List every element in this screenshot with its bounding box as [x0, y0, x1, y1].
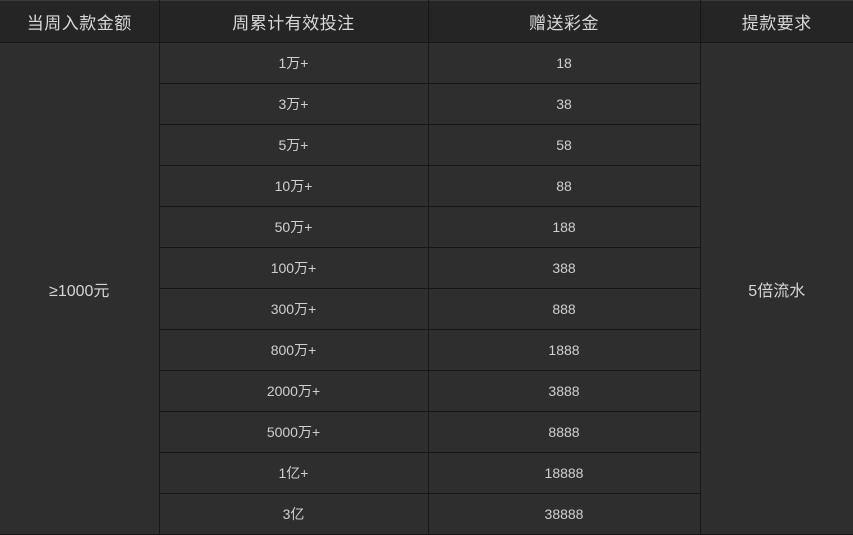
withdrawal-requirement-cell: 5倍流水	[700, 42, 853, 535]
bonus-amount-cell: 88	[428, 165, 701, 207]
column-header-weekly-valid-bet: 周累计有效投注	[159, 0, 429, 43]
table-row: 300万+ 888	[0, 288, 853, 330]
bonus-amount-cell: 388	[428, 247, 701, 289]
bet-tier-cell: 2000万+	[159, 370, 429, 412]
column-header-deposit-amount: 当周入款金额	[0, 0, 160, 43]
table-body: ≥1000元 1万+ 18 5倍流水 3万+ 38 5万+ 58 10万+ 88…	[0, 42, 853, 535]
bonus-amount-cell: 1888	[428, 329, 701, 371]
bonus-amount-cell: 18888	[428, 452, 701, 494]
bonus-amount-cell: 38	[428, 83, 701, 125]
table-row: 3万+ 38	[0, 83, 853, 125]
table-row: 5000万+ 8888	[0, 411, 853, 453]
table-row: ≥1000元 1万+ 18 5倍流水	[0, 42, 853, 535]
bet-tier-cell: 5000万+	[159, 411, 429, 453]
table-row: 1亿+ 18888	[0, 452, 853, 494]
bonus-amount-cell: 58	[428, 124, 701, 166]
bonus-amount-cell: 888	[428, 288, 701, 330]
bonus-amount-cell: 3888	[428, 370, 701, 412]
table-row: 100万+ 388	[0, 247, 853, 289]
bet-tier-cell: 1万+	[159, 42, 429, 84]
bet-tier-cell: 1亿+	[159, 452, 429, 494]
bonus-amount-cell: 8888	[428, 411, 701, 453]
table-row: 50万+ 188	[0, 206, 853, 248]
bet-tier-cell: 300万+	[159, 288, 429, 330]
bonus-amount-cell: 188	[428, 206, 701, 248]
bet-tier-cell: 10万+	[159, 165, 429, 207]
table-row: 10万+ 88	[0, 165, 853, 207]
table-row: 5万+ 58	[0, 124, 853, 166]
bet-tier-cell: 3万+	[159, 83, 429, 125]
deposit-requirement-cell: ≥1000元	[0, 42, 160, 535]
table-header-row: 当周入款金额 周累计有效投注 赠送彩金 提款要求	[0, 0, 853, 43]
table-row: 2000万+ 3888	[0, 370, 853, 412]
bet-tier-cell: 100万+	[159, 247, 429, 289]
bet-tier-cell: 5万+	[159, 124, 429, 166]
bet-tier-cell: 800万+	[159, 329, 429, 371]
table-row: 800万+ 1888	[0, 329, 853, 371]
column-header-bonus: 赠送彩金	[428, 0, 701, 43]
bonus-amount-cell: 38888	[428, 493, 701, 535]
table-header: 当周入款金额 周累计有效投注 赠送彩金 提款要求	[0, 0, 853, 43]
bet-tier-cell: 50万+	[159, 206, 429, 248]
column-header-withdrawal-requirement: 提款要求	[700, 0, 853, 43]
bonus-amount-cell: 18	[428, 42, 701, 84]
bet-tier-cell: 3亿	[159, 493, 429, 535]
